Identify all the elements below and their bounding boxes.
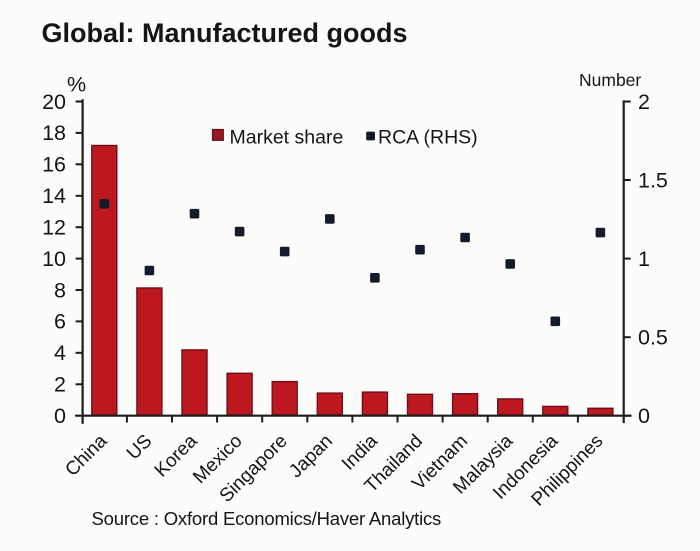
svg-text:14: 14 <box>42 184 66 208</box>
svg-text:8: 8 <box>54 278 66 302</box>
svg-text:RCA (RHS): RCA (RHS) <box>378 127 478 149</box>
svg-text:16: 16 <box>42 153 66 177</box>
svg-text:4: 4 <box>54 341 66 365</box>
svg-text:Number: Number <box>579 70 641 90</box>
svg-text:0.5: 0.5 <box>638 326 668 350</box>
svg-text:Source : Oxford Economics/Have: Source : Oxford Economics/Haver Analytic… <box>92 508 442 529</box>
svg-text:2: 2 <box>638 90 650 114</box>
svg-text:%: % <box>67 73 86 97</box>
svg-text:10: 10 <box>42 247 66 271</box>
svg-text:18: 18 <box>42 121 66 145</box>
svg-text:Market share: Market share <box>230 127 344 149</box>
svg-text:12: 12 <box>42 216 66 240</box>
svg-text:1.5: 1.5 <box>638 168 668 192</box>
svg-text:6: 6 <box>54 310 66 334</box>
svg-text:Global: Manufactured goods: Global: Manufactured goods <box>42 18 408 48</box>
svg-text:2: 2 <box>54 373 66 397</box>
svg-text:0: 0 <box>54 404 66 428</box>
svg-text:1: 1 <box>638 247 650 271</box>
svg-text:20: 20 <box>42 90 66 114</box>
svg-text:0: 0 <box>638 404 650 428</box>
